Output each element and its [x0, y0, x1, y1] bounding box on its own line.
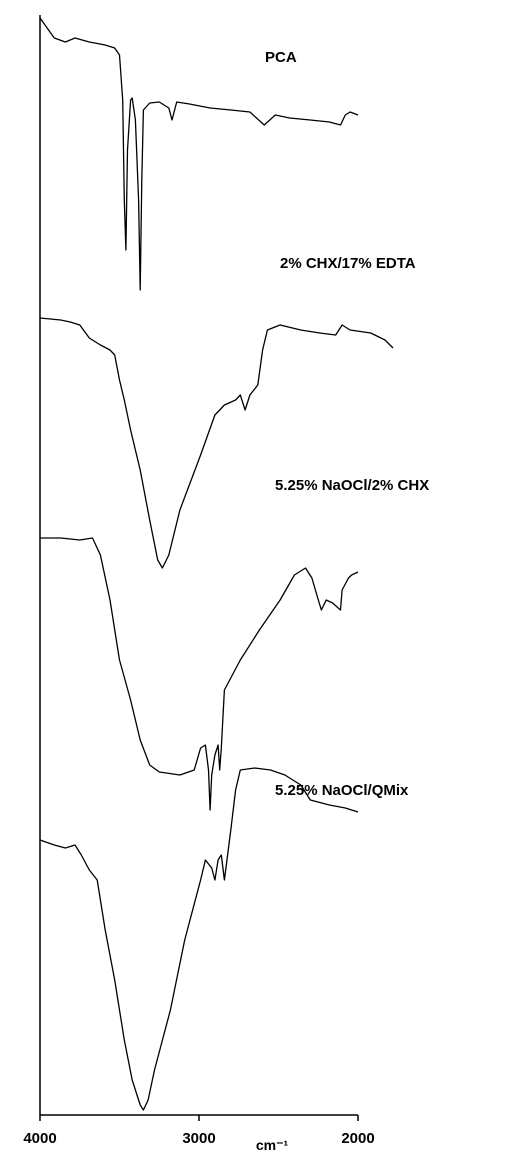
series-label: 5.25% NaOCl/2% CHX — [275, 477, 429, 494]
spectrum-line — [39, 317, 394, 569]
series-label: 5.25% NaOCl/QMix — [275, 782, 409, 799]
x-axis-label: cm⁻¹ — [256, 1137, 289, 1153]
spectrum-line — [39, 17, 359, 291]
spectrum-line — [39, 767, 359, 1111]
x-tick-label: 3000 — [182, 1130, 215, 1147]
series-label: PCA — [265, 49, 297, 66]
series-label: 2% CHX/17% EDTA — [280, 255, 416, 272]
spectrum-line — [40, 537, 359, 811]
x-tick-label: 2000 — [341, 1130, 374, 1147]
x-tick-label: 4000 — [23, 1130, 56, 1147]
